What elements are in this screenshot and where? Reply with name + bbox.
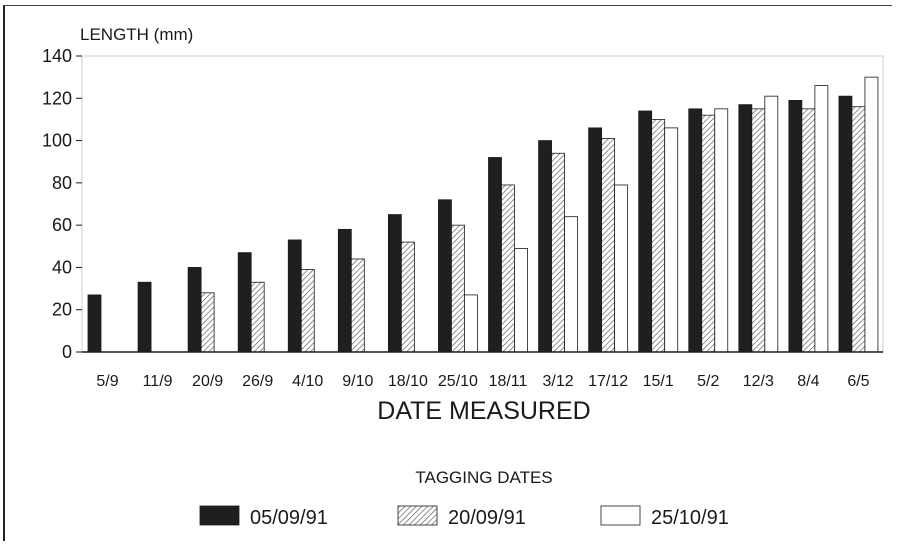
y-tick-label: 140 xyxy=(42,46,72,66)
bar-2 xyxy=(551,152,565,353)
bar-3 xyxy=(864,76,879,353)
bar-3 xyxy=(814,85,829,353)
x-tick-label: 12/3 xyxy=(743,373,774,390)
bar-3 xyxy=(764,95,779,353)
bar-2 xyxy=(801,108,816,353)
x-tick-label: 6/5 xyxy=(847,373,869,390)
y-tick-label: 100 xyxy=(42,131,72,151)
y-tick-label: 40 xyxy=(52,257,72,277)
bar-1 xyxy=(688,108,703,353)
x-tick-label: 18/11 xyxy=(489,373,528,390)
y-tick-label: 0 xyxy=(62,342,72,362)
bar-3 xyxy=(514,247,528,353)
x-tick-label: 26/9 xyxy=(242,373,273,390)
bar-2 xyxy=(501,184,515,353)
legend-label: 20/09/91 xyxy=(448,507,526,529)
bar-2 xyxy=(400,241,415,353)
bar-1 xyxy=(237,252,252,353)
x-tick-label: 20/9 xyxy=(192,373,223,390)
bar-1 xyxy=(538,140,552,353)
bar-2 xyxy=(651,119,666,353)
bar-1 xyxy=(738,104,753,353)
bar-3 xyxy=(664,127,679,353)
bar-3 xyxy=(714,108,729,353)
x-tick-label: 8/4 xyxy=(797,373,819,390)
bar-2 xyxy=(200,292,215,353)
bar-1 xyxy=(488,157,502,353)
x-axis-label: DATE MEASURED xyxy=(377,397,590,425)
bar-1 xyxy=(187,267,202,353)
x-tick-label: 17/12 xyxy=(588,373,628,390)
bar-3 xyxy=(564,216,578,353)
y-axis-label: LENGTH (mm) xyxy=(80,25,193,44)
bar-2 xyxy=(300,269,315,353)
x-tick-label: 25/10 xyxy=(438,373,478,390)
legend: 05/09/91 20/09/91 25/10/91 xyxy=(199,505,729,529)
bar-1 xyxy=(337,228,352,353)
x-tick-label: 15/1 xyxy=(643,373,674,390)
x-tick-label: 4/10 xyxy=(292,373,323,390)
legend-swatch xyxy=(397,505,438,526)
bar-3 xyxy=(614,184,629,353)
bar-1 xyxy=(588,127,603,353)
x-tick-label: 5/9 xyxy=(96,373,118,390)
bar-1 xyxy=(638,110,653,353)
x-tick-label: 9/10 xyxy=(342,373,373,390)
bar-2 xyxy=(451,224,465,353)
bar-1 xyxy=(87,294,102,353)
legend-label: 25/10/91 xyxy=(651,507,729,529)
bar-2 xyxy=(701,114,716,353)
y-axis: 0 20 40 60 80 100 120 140 xyxy=(42,46,82,362)
bar-2 xyxy=(751,108,766,353)
x-tick-label: 18/10 xyxy=(388,373,428,390)
bar-1 xyxy=(387,214,402,353)
bar-2 xyxy=(350,258,365,353)
chart-frame xyxy=(3,5,892,541)
y-tick-label: 80 xyxy=(52,173,72,193)
bar-1 xyxy=(438,199,452,353)
bar-3 xyxy=(464,294,478,353)
bar-1 xyxy=(788,100,803,353)
legend-title: TAGGING DATES xyxy=(415,468,552,487)
y-tick-label: 20 xyxy=(52,300,72,320)
bar-2 xyxy=(250,281,265,353)
bar-1 xyxy=(838,95,853,353)
bars xyxy=(87,76,879,353)
x-axis: 5/9 11/9 20/9 26/9 4/10 9/10 18/10 25/10 18/11 3/… xyxy=(96,373,869,390)
bar-2 xyxy=(851,106,866,353)
legend-swatch xyxy=(199,505,240,526)
bar-1 xyxy=(287,239,302,353)
bar-1 xyxy=(137,281,152,353)
x-tick-label: 11/9 xyxy=(143,373,173,390)
x-tick-label: 5/2 xyxy=(697,373,719,390)
legend-swatch xyxy=(600,505,641,526)
bar-2 xyxy=(601,138,616,353)
x-tick-label: 3/12 xyxy=(542,373,573,390)
y-tick-label: 60 xyxy=(52,215,72,235)
y-tick-label: 120 xyxy=(42,88,72,108)
legend-label: 05/09/91 xyxy=(250,507,328,529)
